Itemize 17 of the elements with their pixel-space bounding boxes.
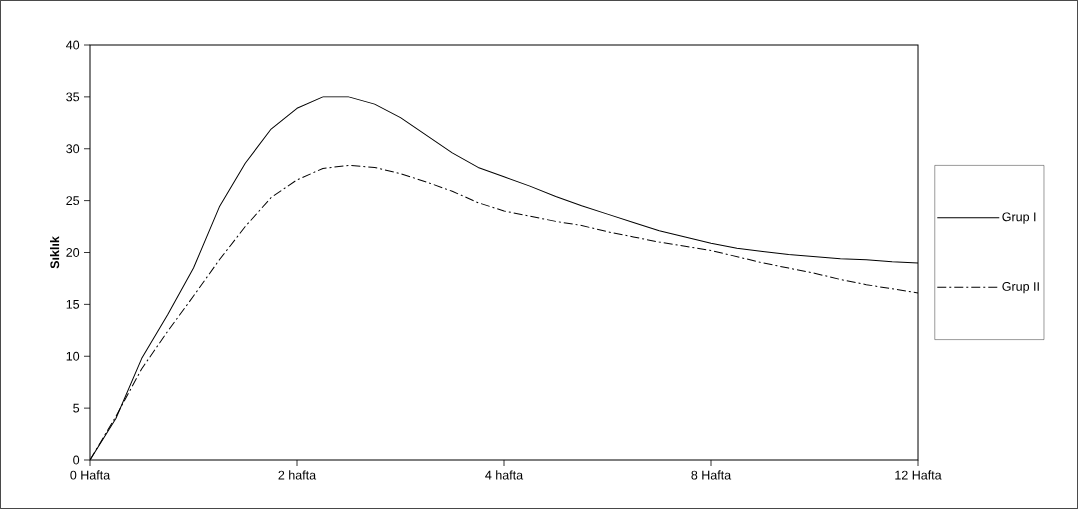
y-tick-label: 0 bbox=[73, 455, 80, 465]
y-tick-label: 30 bbox=[66, 144, 80, 154]
x-tick-label: 2 hafta bbox=[278, 470, 317, 480]
y-tick-label: 40 bbox=[66, 40, 80, 50]
y-axis-title: Sıklık bbox=[50, 236, 60, 269]
x-tick-label: 0 Hafta bbox=[70, 470, 111, 480]
legend-label: Grup II bbox=[1002, 282, 1039, 294]
x-tick-label: 8 Hafta bbox=[691, 470, 732, 480]
legend-label: Grup I bbox=[1002, 212, 1036, 224]
x-tick-label: 4 hafta bbox=[485, 470, 524, 480]
x-tick-label: 12 Hafta bbox=[895, 470, 942, 480]
y-tick-label: 25 bbox=[66, 196, 80, 206]
y-tick-label: 15 bbox=[66, 300, 80, 309]
y-tick-label: 35 bbox=[66, 92, 80, 102]
y-tick-label: 10 bbox=[66, 351, 80, 361]
y-tick-label: 5 bbox=[73, 403, 80, 413]
y-tick-label: 20 bbox=[66, 248, 80, 257]
